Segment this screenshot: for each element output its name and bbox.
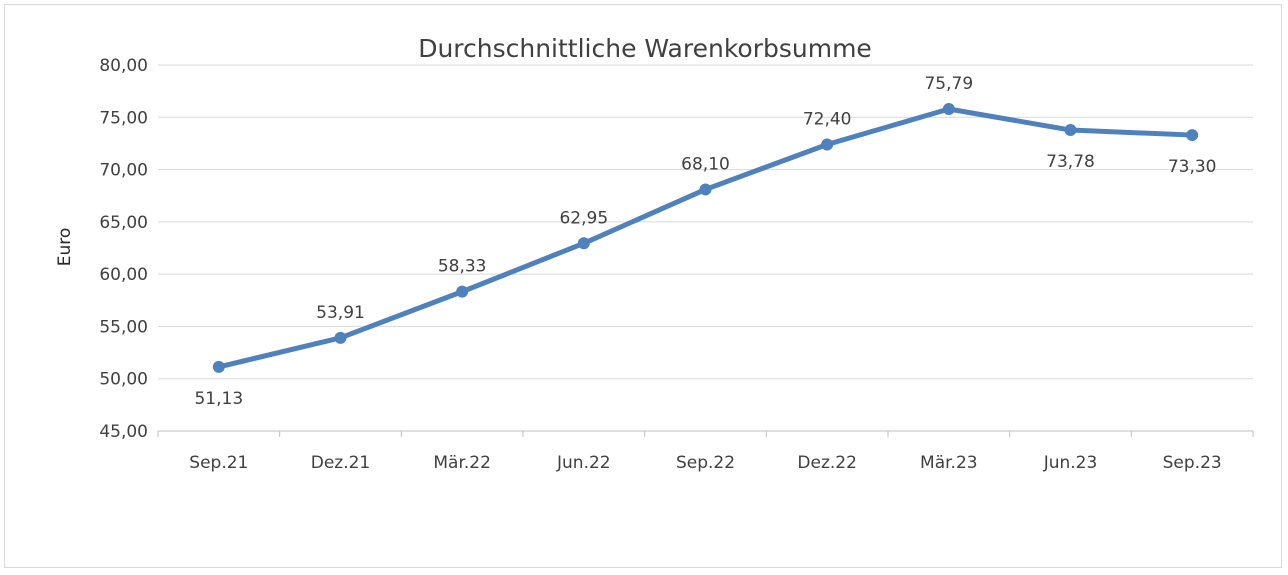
y-tick-label: 45,00 [99, 422, 148, 442]
x-tick-label: Mär.22 [433, 453, 491, 473]
x-tick-label: Sep.21 [189, 453, 248, 473]
y-tick-label: 70,00 [99, 161, 148, 181]
data-point [821, 138, 834, 151]
data-point [942, 103, 955, 116]
chart-frame [4, 4, 1282, 568]
y-tick-label: 65,00 [99, 213, 148, 233]
data-point [456, 285, 469, 298]
series-line [216, 106, 1195, 370]
data-point [577, 237, 590, 250]
y-tick-label: 75,00 [99, 108, 148, 128]
data-point [212, 360, 225, 373]
y-tick-labels: 45,00 50,00 55,00 60,00 65,00 70,00 75,00 80,00 [99, 56, 148, 442]
data-point [1186, 129, 1199, 142]
x-axis [157, 430, 1254, 437]
x-tick-labels: Sep.21 Dez.21 Mär.22 Jun.22 Sep.22 Dez.22 Mär.… [189, 453, 1221, 473]
data-points [212, 103, 1199, 373]
y-tick-label: 55,00 [99, 317, 148, 337]
data-label: 62,95 [559, 208, 608, 228]
x-tick-label: Jun.23 [1043, 453, 1098, 473]
y-tick-label: 80,00 [99, 56, 148, 76]
x-tick-label: Dez.22 [797, 453, 857, 473]
data-label: 72,40 [803, 109, 852, 129]
x-tick-label: Dez.21 [311, 453, 371, 473]
y-axis-label: Euro [55, 228, 75, 267]
data-label: 73,30 [1168, 157, 1217, 177]
gridlines [158, 64, 1253, 380]
y-tick-label: 50,00 [99, 370, 148, 390]
x-tick-label: Sep.22 [676, 453, 735, 473]
series-polyline [216, 106, 1195, 370]
data-point [334, 331, 347, 344]
data-label: 53,91 [316, 303, 365, 323]
data-label: 68,10 [681, 154, 730, 174]
data-label: 51,13 [194, 389, 243, 409]
data-label: 73,78 [1046, 152, 1095, 172]
data-point [699, 183, 712, 196]
data-labels: 51,13 53,91 58,33 62,95 68,10 72,40 75,79 73,78… [194, 74, 1216, 409]
chart-title: Durchschnittliche Warenkorbsumme [418, 34, 872, 63]
data-label: 58,33 [438, 257, 487, 277]
x-tick-label: Jun.22 [556, 453, 611, 473]
x-tick-label: Sep.23 [1163, 453, 1222, 473]
y-tick-label: 60,00 [99, 265, 148, 285]
data-label: 75,79 [924, 74, 973, 94]
data-point [1064, 124, 1077, 137]
x-tick-label: Mär.23 [920, 453, 978, 473]
